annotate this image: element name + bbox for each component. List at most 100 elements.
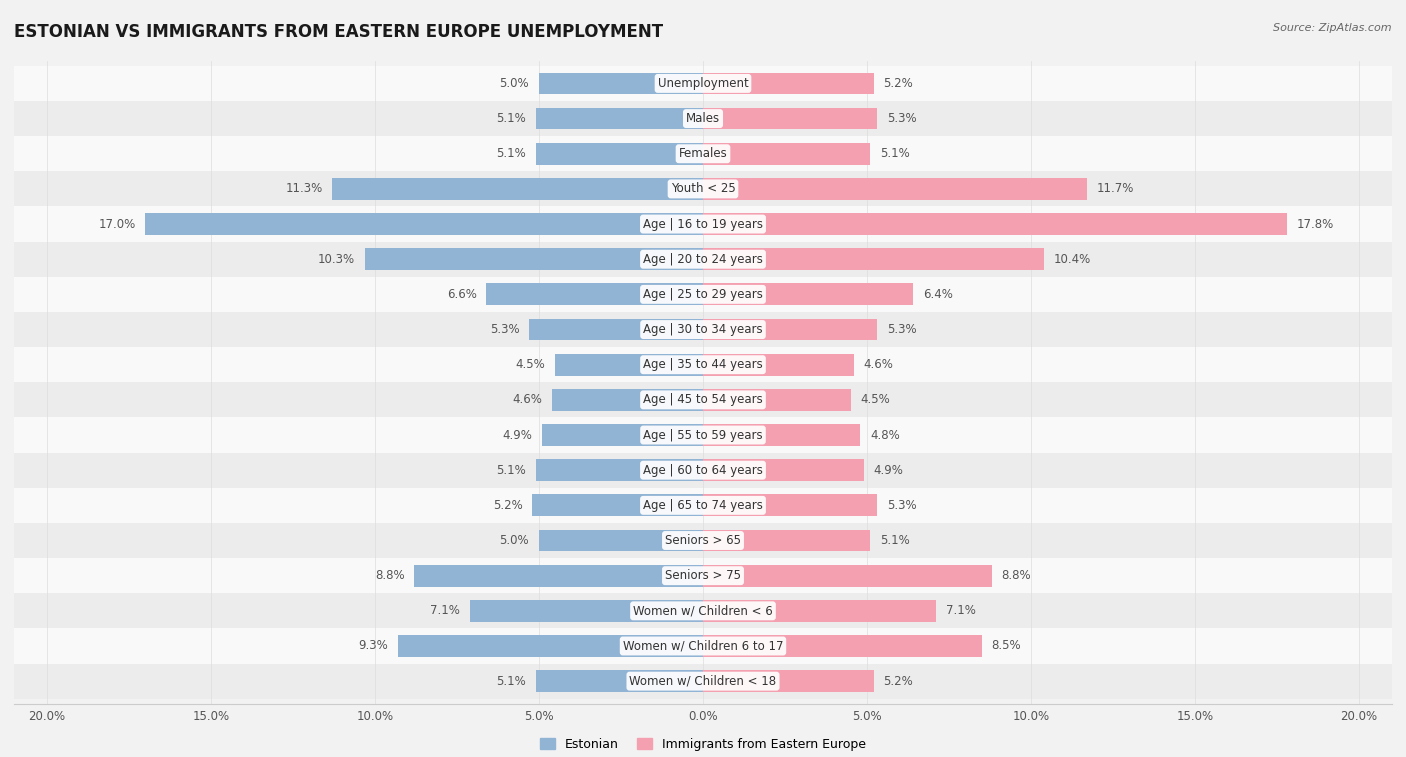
Text: 4.6%: 4.6% [512,394,543,407]
Bar [703,354,853,375]
Text: 5.1%: 5.1% [496,464,526,477]
Bar [536,143,703,164]
Text: 17.0%: 17.0% [98,217,135,231]
Bar [703,213,1286,235]
Bar [703,143,870,164]
Text: 5.0%: 5.0% [499,77,529,90]
Bar [0,347,1406,382]
Text: Women w/ Children 6 to 17: Women w/ Children 6 to 17 [623,640,783,653]
Text: 5.1%: 5.1% [496,148,526,160]
Bar [486,283,703,305]
Text: 4.8%: 4.8% [870,428,900,441]
Bar [398,635,703,657]
Text: 4.5%: 4.5% [516,358,546,371]
Bar [145,213,703,235]
Text: 5.3%: 5.3% [887,499,917,512]
Text: Seniors > 65: Seniors > 65 [665,534,741,547]
Bar [536,107,703,129]
Bar [529,319,703,341]
Text: 8.8%: 8.8% [375,569,405,582]
Bar [0,241,1406,277]
Bar [536,459,703,481]
Text: 5.1%: 5.1% [496,674,526,687]
Text: 11.3%: 11.3% [285,182,322,195]
Text: 5.2%: 5.2% [883,674,912,687]
Text: 4.9%: 4.9% [873,464,904,477]
Bar [0,664,1406,699]
Bar [0,488,1406,523]
Bar [0,207,1406,241]
Bar [543,424,703,446]
Bar [332,178,703,200]
Text: 5.3%: 5.3% [489,323,519,336]
Bar [0,101,1406,136]
Bar [0,628,1406,664]
Text: 11.7%: 11.7% [1097,182,1135,195]
Text: Unemployment: Unemployment [658,77,748,90]
Bar [703,283,912,305]
Text: 7.1%: 7.1% [430,604,460,617]
Text: Age | 45 to 54 years: Age | 45 to 54 years [643,394,763,407]
Bar [0,382,1406,417]
Text: Women w/ Children < 6: Women w/ Children < 6 [633,604,773,617]
Text: Age | 65 to 74 years: Age | 65 to 74 years [643,499,763,512]
Text: ESTONIAN VS IMMIGRANTS FROM EASTERN EUROPE UNEMPLOYMENT: ESTONIAN VS IMMIGRANTS FROM EASTERN EURO… [14,23,664,41]
Bar [533,494,703,516]
Text: 4.5%: 4.5% [860,394,890,407]
Text: 10.3%: 10.3% [318,253,356,266]
Text: 4.6%: 4.6% [863,358,894,371]
Text: 6.6%: 6.6% [447,288,477,301]
Text: 5.3%: 5.3% [887,323,917,336]
Bar [0,277,1406,312]
Text: Males: Males [686,112,720,125]
Text: Age | 35 to 44 years: Age | 35 to 44 years [643,358,763,371]
Bar [553,389,703,411]
Bar [0,523,1406,558]
Text: Age | 20 to 24 years: Age | 20 to 24 years [643,253,763,266]
Text: 17.8%: 17.8% [1296,217,1334,231]
Text: Women w/ Children < 18: Women w/ Children < 18 [630,674,776,687]
Text: Source: ZipAtlas.com: Source: ZipAtlas.com [1274,23,1392,33]
Text: Youth < 25: Youth < 25 [671,182,735,195]
Bar [703,459,863,481]
Text: 8.8%: 8.8% [1001,569,1031,582]
Text: 10.4%: 10.4% [1054,253,1091,266]
Text: 5.2%: 5.2% [494,499,523,512]
Bar [703,565,991,587]
Text: Age | 30 to 34 years: Age | 30 to 34 years [643,323,763,336]
Text: 9.3%: 9.3% [359,640,388,653]
Bar [703,670,873,692]
Text: 5.1%: 5.1% [880,534,910,547]
Bar [0,136,1406,171]
Bar [536,670,703,692]
Bar [415,565,703,587]
Bar [555,354,703,375]
Bar [470,600,703,621]
Text: 7.1%: 7.1% [946,604,976,617]
Bar [703,107,877,129]
Bar [366,248,703,270]
Bar [703,389,851,411]
Bar [703,600,936,621]
Text: 5.3%: 5.3% [887,112,917,125]
Bar [703,178,1087,200]
Text: 5.1%: 5.1% [880,148,910,160]
Text: 6.4%: 6.4% [922,288,953,301]
Text: 5.2%: 5.2% [883,77,912,90]
Bar [0,417,1406,453]
Bar [0,171,1406,207]
Text: Females: Females [679,148,727,160]
Text: 5.0%: 5.0% [499,534,529,547]
Bar [703,635,981,657]
Text: Age | 60 to 64 years: Age | 60 to 64 years [643,464,763,477]
Bar [0,593,1406,628]
Bar [538,73,703,95]
Bar [0,312,1406,347]
Text: Age | 55 to 59 years: Age | 55 to 59 years [643,428,763,441]
Bar [703,494,877,516]
Text: 4.9%: 4.9% [502,428,533,441]
Bar [0,453,1406,488]
Text: 5.1%: 5.1% [496,112,526,125]
Text: Seniors > 75: Seniors > 75 [665,569,741,582]
Bar [703,319,877,341]
